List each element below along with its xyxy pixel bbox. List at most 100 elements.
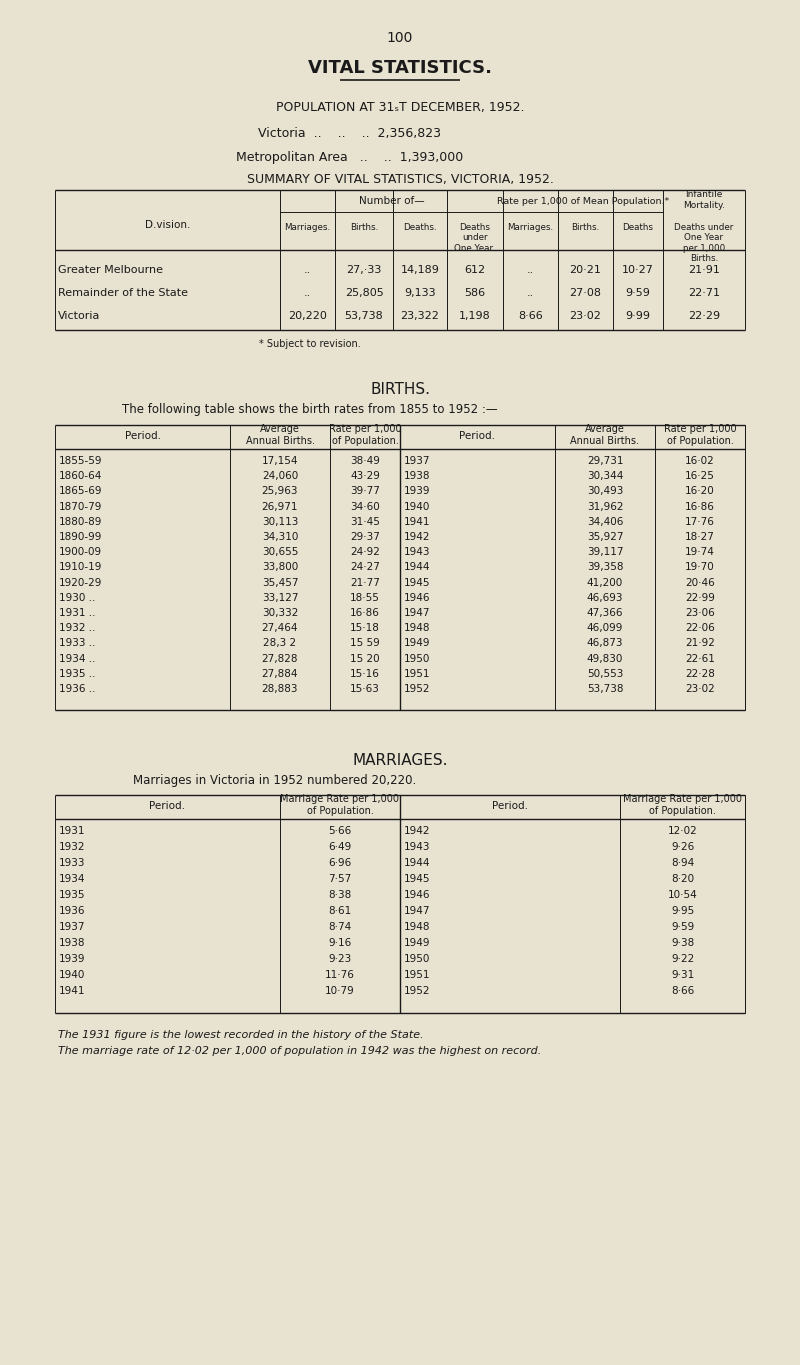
Text: 1947: 1947 bbox=[404, 906, 430, 916]
Text: 38·49: 38·49 bbox=[350, 456, 380, 465]
Text: 1930 ..: 1930 .. bbox=[59, 592, 95, 603]
Text: 1931: 1931 bbox=[59, 826, 86, 837]
Text: Period.: Period. bbox=[150, 801, 186, 811]
Text: 28,3 2: 28,3 2 bbox=[263, 639, 297, 648]
Text: 9·95: 9·95 bbox=[671, 906, 694, 916]
Text: 1860-64: 1860-64 bbox=[59, 471, 102, 482]
Text: 30,493: 30,493 bbox=[587, 486, 623, 497]
Text: Marriages.: Marriages. bbox=[285, 222, 330, 232]
Text: Rate per 1,000 of Mean Population.*: Rate per 1,000 of Mean Population.* bbox=[497, 197, 669, 206]
Text: 22·06: 22·06 bbox=[685, 624, 715, 633]
Text: 16·86: 16·86 bbox=[685, 501, 715, 512]
Text: 30,344: 30,344 bbox=[587, 471, 623, 482]
Text: VITAL STATISTICS.: VITAL STATISTICS. bbox=[308, 59, 492, 76]
Text: 15·18: 15·18 bbox=[350, 624, 380, 633]
Text: Births.: Births. bbox=[350, 222, 378, 232]
Text: 1946: 1946 bbox=[404, 890, 430, 900]
Text: Victoria: Victoria bbox=[58, 311, 100, 321]
Text: 30,655: 30,655 bbox=[262, 547, 298, 557]
Text: Period.: Period. bbox=[459, 431, 495, 441]
Text: 5·66: 5·66 bbox=[328, 826, 352, 837]
Text: 9·59: 9·59 bbox=[671, 923, 694, 932]
Text: 8·66: 8·66 bbox=[671, 986, 694, 996]
Text: ..: .. bbox=[304, 265, 311, 274]
Text: 35,457: 35,457 bbox=[262, 577, 298, 587]
Text: 9·59: 9·59 bbox=[626, 288, 650, 298]
Text: 1950: 1950 bbox=[404, 954, 430, 964]
Text: 47,366: 47,366 bbox=[586, 607, 623, 618]
Text: 10·54: 10·54 bbox=[668, 890, 698, 900]
Text: Deaths
under
One Year.: Deaths under One Year. bbox=[454, 222, 495, 253]
Text: 39·77: 39·77 bbox=[350, 486, 380, 497]
Text: The 1931 figure is the lowest recorded in the history of the State.: The 1931 figure is the lowest recorded i… bbox=[58, 1031, 424, 1040]
Text: 15 20: 15 20 bbox=[350, 654, 380, 663]
Text: 35,927: 35,927 bbox=[586, 532, 623, 542]
Text: 9·26: 9·26 bbox=[671, 842, 694, 852]
Text: 1949: 1949 bbox=[404, 938, 430, 949]
Text: 41,200: 41,200 bbox=[587, 577, 623, 587]
Text: 1952: 1952 bbox=[404, 986, 430, 996]
Text: 1944: 1944 bbox=[404, 562, 430, 572]
Text: 11·76: 11·76 bbox=[325, 971, 355, 980]
Text: Deaths.: Deaths. bbox=[403, 222, 437, 232]
Text: 1934: 1934 bbox=[59, 874, 86, 885]
Text: 15 59: 15 59 bbox=[350, 639, 380, 648]
Text: Marriage Rate per 1,000
of Population.: Marriage Rate per 1,000 of Population. bbox=[623, 794, 742, 816]
Text: 23,322: 23,322 bbox=[401, 311, 439, 321]
Text: MARRIAGES.: MARRIAGES. bbox=[352, 752, 448, 767]
Text: Marriage Rate per 1,000
of Population.: Marriage Rate per 1,000 of Population. bbox=[281, 794, 399, 816]
Text: Remainder of the State: Remainder of the State bbox=[58, 288, 188, 298]
Text: 15·16: 15·16 bbox=[350, 669, 380, 678]
Text: 31,962: 31,962 bbox=[586, 501, 623, 512]
Text: 1935 ..: 1935 .. bbox=[59, 669, 95, 678]
Text: 8·38: 8·38 bbox=[328, 890, 352, 900]
Text: Rate per 1,000
of Population.: Rate per 1,000 of Population. bbox=[329, 425, 402, 446]
Text: 612: 612 bbox=[465, 265, 486, 274]
Text: 16·25: 16·25 bbox=[685, 471, 715, 482]
Text: 1890-99: 1890-99 bbox=[59, 532, 102, 542]
Text: 1937: 1937 bbox=[59, 923, 86, 932]
Text: 12·02: 12·02 bbox=[668, 826, 698, 837]
Text: 23·02: 23·02 bbox=[685, 684, 715, 693]
Text: 1920-29: 1920-29 bbox=[59, 577, 102, 587]
Text: 1952: 1952 bbox=[404, 684, 430, 693]
Text: 15·63: 15·63 bbox=[350, 684, 380, 693]
Text: The marriage rate of 12·02 per 1,000 of population in 1942 was the highest on re: The marriage rate of 12·02 per 1,000 of … bbox=[58, 1046, 542, 1057]
Text: 1900-09: 1900-09 bbox=[59, 547, 102, 557]
Text: 9·31: 9·31 bbox=[671, 971, 694, 980]
Text: 26,971: 26,971 bbox=[262, 501, 298, 512]
Text: 9·22: 9·22 bbox=[671, 954, 694, 964]
Text: 1937: 1937 bbox=[404, 456, 430, 465]
Text: 1936: 1936 bbox=[59, 906, 86, 916]
Text: 22·99: 22·99 bbox=[685, 592, 715, 603]
Text: 10·79: 10·79 bbox=[325, 986, 355, 996]
Text: 1934 ..: 1934 .. bbox=[59, 654, 95, 663]
Text: 9,133: 9,133 bbox=[404, 288, 436, 298]
Text: D.vision.: D.vision. bbox=[145, 220, 190, 229]
Text: Deaths: Deaths bbox=[622, 222, 654, 232]
Text: 1948: 1948 bbox=[404, 923, 430, 932]
Text: 1938: 1938 bbox=[404, 471, 430, 482]
Text: 1941: 1941 bbox=[404, 517, 430, 527]
Text: 14,189: 14,189 bbox=[401, 265, 439, 274]
Text: 9·23: 9·23 bbox=[328, 954, 352, 964]
Text: 9·99: 9·99 bbox=[626, 311, 650, 321]
Text: 24·92: 24·92 bbox=[350, 547, 380, 557]
Text: 1942: 1942 bbox=[404, 826, 430, 837]
Text: 22·29: 22·29 bbox=[688, 311, 720, 321]
Text: ..: .. bbox=[527, 288, 534, 298]
Text: 8·61: 8·61 bbox=[328, 906, 352, 916]
Text: 21·92: 21·92 bbox=[685, 639, 715, 648]
Text: 1941: 1941 bbox=[59, 986, 86, 996]
Text: 6·96: 6·96 bbox=[328, 859, 352, 868]
Text: 1880-89: 1880-89 bbox=[59, 517, 102, 527]
Text: 1943: 1943 bbox=[404, 547, 430, 557]
Text: 1865-69: 1865-69 bbox=[59, 486, 102, 497]
Text: 17·76: 17·76 bbox=[685, 517, 715, 527]
Text: 33,800: 33,800 bbox=[262, 562, 298, 572]
Text: 1940: 1940 bbox=[404, 501, 430, 512]
Text: 25,963: 25,963 bbox=[262, 486, 298, 497]
Text: 8·20: 8·20 bbox=[671, 874, 694, 885]
Text: 29,731: 29,731 bbox=[586, 456, 623, 465]
Text: 1939: 1939 bbox=[59, 954, 86, 964]
